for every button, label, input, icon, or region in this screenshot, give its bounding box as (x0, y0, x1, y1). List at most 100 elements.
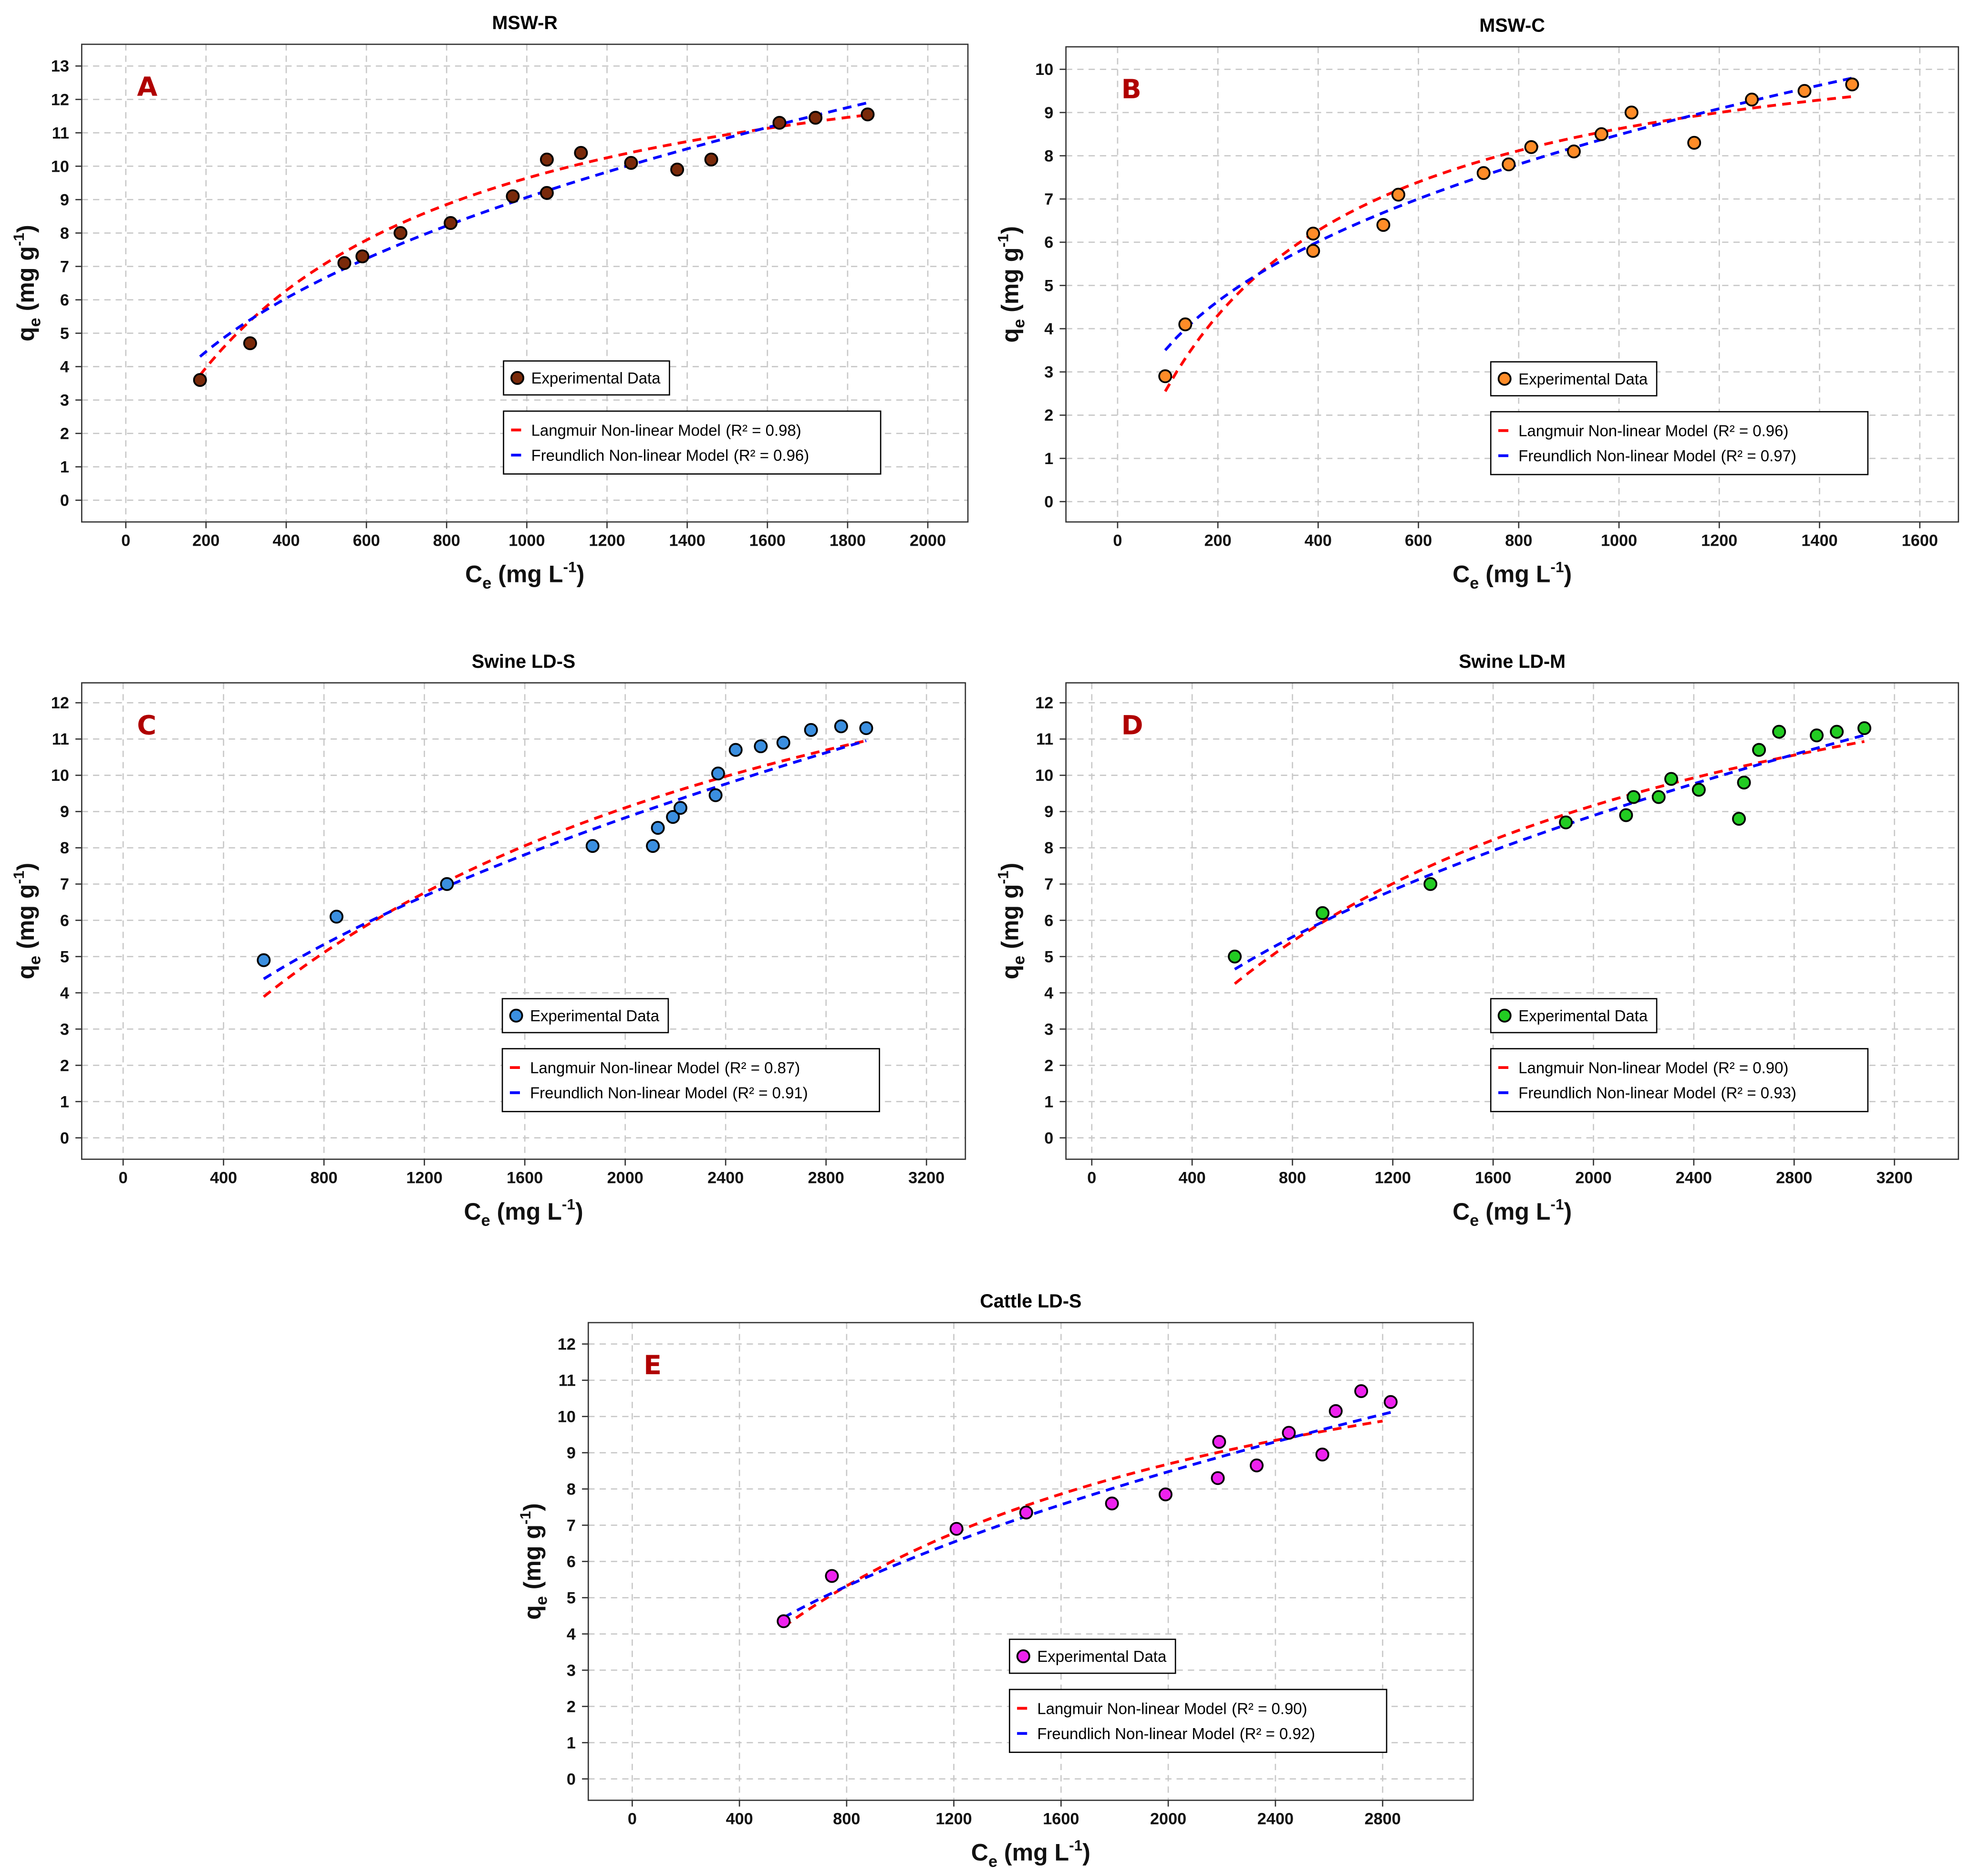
y-tick-label: 10 (1035, 767, 1053, 785)
plot-border (587, 1322, 1474, 1801)
data-point (1857, 721, 1871, 736)
x-axis-label-subscript: e (481, 1212, 490, 1230)
x-axis-label: Ce (mg L-1) (1452, 559, 1572, 592)
data-point (711, 767, 725, 781)
data-point (1627, 790, 1641, 804)
data-point (1391, 187, 1406, 202)
x-tick-label: 3200 (1876, 1169, 1912, 1187)
x-axis-label-superscript: -1 (562, 1196, 575, 1213)
y-tick-label: 11 (559, 1372, 576, 1390)
data-point (1105, 1496, 1119, 1511)
x-tick-label: 0 (121, 531, 130, 549)
data-point (708, 788, 723, 802)
x-tick-label: 1400 (1801, 531, 1837, 549)
y-axis-label-symbol: q (12, 965, 39, 980)
x-axis-label-superscript: -1 (1069, 1837, 1082, 1854)
x-axis-label-symbol: C (465, 561, 482, 588)
legend-model-box (1490, 411, 1869, 476)
legend-point-marker (510, 371, 525, 385)
x-tick-label: 600 (353, 531, 380, 549)
data-point (859, 721, 873, 736)
freundlich-curve (783, 1411, 1391, 1619)
x-axis-label: Ce (mg L-1) (971, 1837, 1090, 1871)
legend-experimental-box (1009, 1638, 1176, 1674)
data-point (539, 152, 554, 166)
y-tick-label: 0 (60, 492, 69, 510)
data-point (1250, 1458, 1264, 1472)
y-axis-label-unit: (mg g (997, 884, 1024, 955)
freundlich-curve (1234, 734, 1865, 971)
y-axis-label-symbol: q (519, 1605, 546, 1620)
data-point (861, 107, 875, 122)
y-tick-label: 12 (558, 1336, 576, 1354)
y-tick-label: 11 (1036, 730, 1053, 748)
y-axis-label-symbol: q (12, 327, 39, 342)
legend-freundlich-r2: (R² = 0.92) (1240, 1725, 1315, 1742)
y-tick-label: 8 (60, 224, 69, 242)
y-axis-label-subscript: e (26, 956, 44, 965)
y-tick-label: 0 (1044, 1129, 1053, 1147)
data-point (1306, 227, 1320, 241)
y-axis-label-close: ) (997, 863, 1024, 871)
langmuir-curve (1234, 740, 1865, 985)
data-point (1732, 812, 1746, 826)
y-axis-label-superscript: -1 (994, 871, 1011, 884)
x-axis-label-symbol: C (1452, 1198, 1470, 1225)
y-tick-label: 5 (60, 948, 69, 966)
y-tick-label: 7 (567, 1516, 576, 1534)
x-tick-label: 1600 (1475, 1169, 1511, 1187)
y-tick-label: 2 (60, 425, 69, 443)
x-axis-label-superscript: -1 (1550, 559, 1564, 576)
x-tick-label: 2000 (1575, 1169, 1611, 1187)
x-tick-label: 0 (119, 1169, 128, 1187)
legend-langmuir-r2: (R² = 0.96) (1713, 422, 1788, 440)
x-axis-label-unit: (mg L (1479, 561, 1550, 588)
y-tick-label: 12 (51, 694, 69, 712)
x-axis-label-unit: (mg L (997, 1839, 1069, 1866)
y-tick-label: 6 (1044, 234, 1053, 252)
legend-model-box (1009, 1689, 1388, 1753)
y-axis-label-close: ) (12, 225, 39, 233)
plot-border (1065, 682, 1959, 1160)
data-point (1158, 1487, 1172, 1502)
data-point (1559, 815, 1573, 829)
x-axis-label-unit: (mg L (491, 561, 563, 588)
y-tick-label: 1 (60, 458, 69, 477)
data-point (1830, 725, 1844, 739)
legend-freundlich-r2: (R² = 0.96) (734, 446, 809, 464)
y-tick-label: 11 (52, 124, 69, 142)
data-point (1282, 1426, 1296, 1440)
panel-label: C (137, 711, 156, 741)
legend-freundlich-r2: (R² = 0.93) (1721, 1084, 1796, 1102)
y-tick-label: 4 (60, 984, 69, 1002)
x-tick-label: 2400 (707, 1169, 744, 1187)
x-tick-label: 800 (1279, 1169, 1306, 1187)
x-axis-label-symbol: C (1452, 561, 1470, 588)
y-tick-label: 9 (567, 1444, 576, 1462)
x-tick-label: 1200 (936, 1810, 972, 1828)
y-tick-label: 6 (567, 1553, 576, 1571)
data-point (804, 723, 818, 737)
legend-langmuir-r2: (R² = 0.87) (725, 1059, 800, 1077)
x-axis-label-superscript: -1 (1550, 1196, 1564, 1213)
y-tick-label: 8 (567, 1480, 576, 1498)
x-axis-label-close: ) (577, 561, 585, 588)
data-point (825, 1569, 839, 1583)
x-tick-label: 1200 (1375, 1169, 1411, 1187)
x-tick-label: 1000 (508, 531, 545, 549)
y-axis-label-superscript: -1 (10, 871, 27, 884)
y-tick-label: 10 (51, 767, 69, 785)
x-tick-label: 2800 (1364, 1810, 1400, 1828)
data-point (624, 155, 638, 170)
data-point (1316, 906, 1330, 920)
y-axis-label-superscript: -1 (994, 234, 1011, 248)
plot-border (1065, 46, 1959, 523)
legend-freundlich-label: Freundlich Non-linear Model (R² = 0.93) (1518, 1084, 1796, 1102)
data-point (574, 145, 588, 160)
y-axis-label-subscript: e (1010, 319, 1028, 328)
x-tick-label: 2400 (1676, 1169, 1712, 1187)
y-tick-label: 3 (1044, 1020, 1053, 1038)
chart-panel-b: 0 200 400 600 800 1000 1200 1400 1600 0 1 2 3 4 5 6 7 8 9 1… (994, 15, 1959, 592)
x-axis-label-superscript: -1 (563, 559, 576, 576)
data-point (704, 152, 718, 166)
